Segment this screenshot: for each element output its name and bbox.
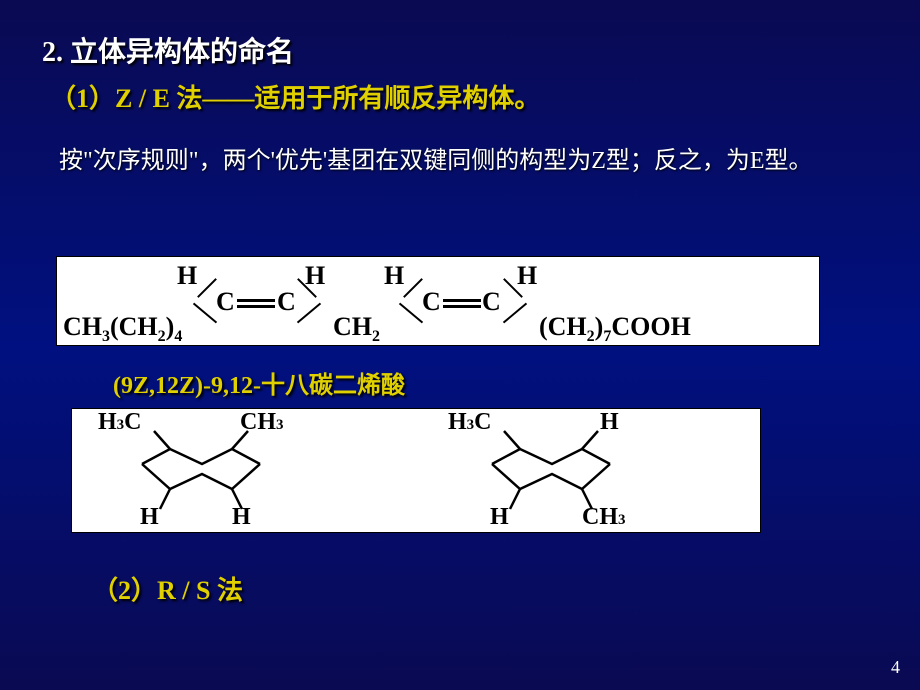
carbon-atom: C (216, 287, 235, 317)
section-title: 2. 立体异构体的命名 (42, 30, 294, 70)
h-atom: H (384, 261, 404, 291)
substituent-label: H (600, 409, 619, 436)
carbon-atom: C (277, 287, 296, 317)
left-substituent: CH3(CH2)4 (63, 312, 182, 346)
compound-name: (9Z,12Z)-9,12-十八碳二烯酸 (113, 365, 405, 400)
right-substituent: (CH2)7COOH (539, 312, 691, 346)
substituent-label: H3C (98, 409, 142, 436)
substituent-label: H (232, 504, 251, 531)
h-atom: H (517, 261, 537, 291)
chemical-structure-diene: H H H H C C C C CH3(CH2)4 CH2 (CH2)7COOH (56, 256, 820, 346)
carbon-atom: C (482, 287, 501, 317)
substituent-label: H (490, 504, 509, 531)
substituent-label: CH3 (582, 504, 626, 531)
single-bond (403, 278, 423, 298)
h-atom: H (305, 261, 325, 291)
page-number: 4 (891, 657, 900, 678)
description-text: 按"次序规则"，两个'优先'基团在双键同侧的构型为Z型；反之，为E型。 (59, 140, 849, 183)
chemical-structure-cyclohexanes: H3C CH3 H H H3C H H CH3 (71, 408, 761, 533)
double-bond (443, 299, 481, 302)
single-bond (399, 303, 423, 324)
single-bond (503, 303, 527, 324)
carbon-atom: C (422, 287, 441, 317)
subsection-1-heading: （1）Z / E 法——适用于所有顺反异构体。 (50, 78, 540, 115)
double-bond (237, 299, 275, 302)
h-atom: H (177, 261, 197, 291)
single-bond (193, 303, 217, 324)
substituent-label: H3C (448, 409, 492, 436)
substituent-label: H (140, 504, 159, 531)
single-bond (297, 303, 321, 324)
substituent-label: CH3 (240, 409, 284, 436)
single-bond (197, 278, 217, 298)
middle-ch2: CH2 (333, 312, 380, 346)
subsection-2-heading: （2）R / S 法 (92, 570, 243, 607)
